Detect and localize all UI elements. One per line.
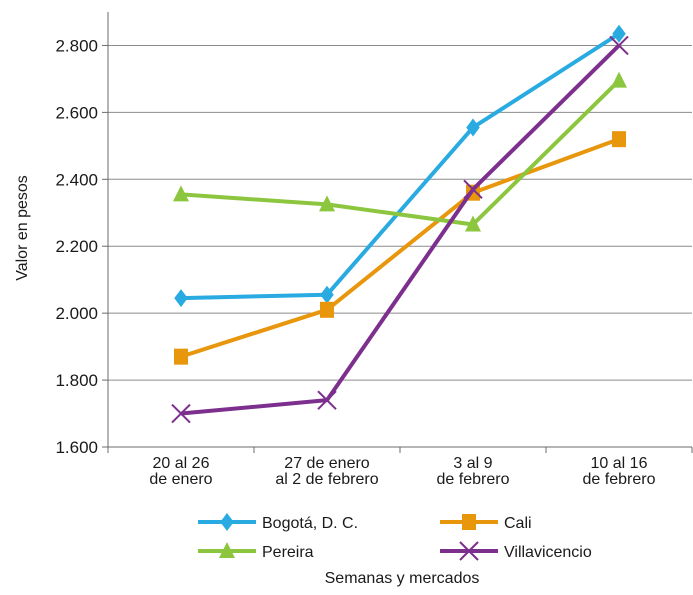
series-cali [174, 131, 626, 365]
data-point [317, 390, 337, 410]
x-axis-title: Semanas y mercados [325, 570, 480, 587]
data-point [171, 403, 191, 424]
y-tick-label: 2.800 [55, 36, 98, 55]
y-tick-label: 2.200 [55, 237, 98, 256]
marker-stroke [459, 541, 479, 561]
series-line [180, 32, 621, 301]
series-lines [171, 24, 629, 424]
series-line [180, 44, 621, 416]
legend-label: Villavicencio [504, 544, 592, 561]
x-tick-label: 20 al 26 [153, 455, 210, 472]
legend-item: Pereira [198, 542, 314, 561]
y-tick-label: 2.400 [55, 170, 98, 189]
data-point [319, 195, 335, 212]
legend-marker [219, 542, 235, 558]
series-bogot-d-c [174, 24, 626, 308]
y-tick-label: 2.600 [55, 103, 98, 122]
x-tick-label: al 2 de febrero [275, 471, 378, 488]
x-tick-label: de enero [149, 471, 212, 488]
series-line [180, 137, 620, 359]
legend: Bogotá, D. C. Cali Pereira Villavicencio [198, 513, 592, 561]
data-point [612, 24, 626, 43]
marker-stroke [463, 179, 483, 200]
data-point [465, 215, 481, 232]
marker-stroke [171, 403, 191, 424]
data-point [612, 131, 626, 148]
legend-item: Villavicencio [440, 541, 592, 561]
legend-marker [462, 514, 476, 530]
legend-label: Pereira [262, 544, 314, 561]
data-point [463, 179, 483, 200]
legend-marker [220, 513, 234, 531]
legend-label: Cali [504, 515, 532, 532]
series-pereira [173, 71, 627, 232]
series-line [180, 79, 621, 227]
legend-item: Bogotá, D. C. [198, 513, 358, 532]
marker-stroke [609, 35, 629, 56]
data-point [609, 35, 629, 56]
data-point [174, 348, 188, 365]
legend-label: Bogotá, D. C. [262, 515, 358, 532]
data-point [173, 185, 189, 202]
x-tick-label: de febrero [583, 471, 656, 488]
y-tick-label: 1.600 [55, 438, 98, 457]
y-axis-title: Valor en pesos [14, 175, 31, 281]
x-tick-label: de febrero [437, 471, 510, 488]
gridlines [108, 44, 692, 381]
data-point [320, 301, 334, 318]
y-tick-label: 1.800 [55, 371, 98, 390]
y-tick-labels: 1.600 1.800 2.000 2.200 2.400 2.600 2.800 [55, 36, 98, 457]
data-point [174, 289, 188, 308]
legend-marker [459, 541, 479, 561]
data-point [466, 118, 480, 137]
data-point [320, 285, 334, 304]
x-tick-label: 27 de enero [284, 455, 370, 472]
axes [102, 12, 693, 453]
marker-stroke [317, 390, 337, 410]
series-villavicencio [171, 35, 629, 424]
legend-item: Cali [440, 514, 532, 532]
y-tick-label: 2.000 [55, 304, 98, 323]
data-point [611, 71, 627, 88]
x-tick-label: 10 al 16 [591, 455, 648, 472]
x-tick-label: 3 al 9 [453, 455, 492, 472]
